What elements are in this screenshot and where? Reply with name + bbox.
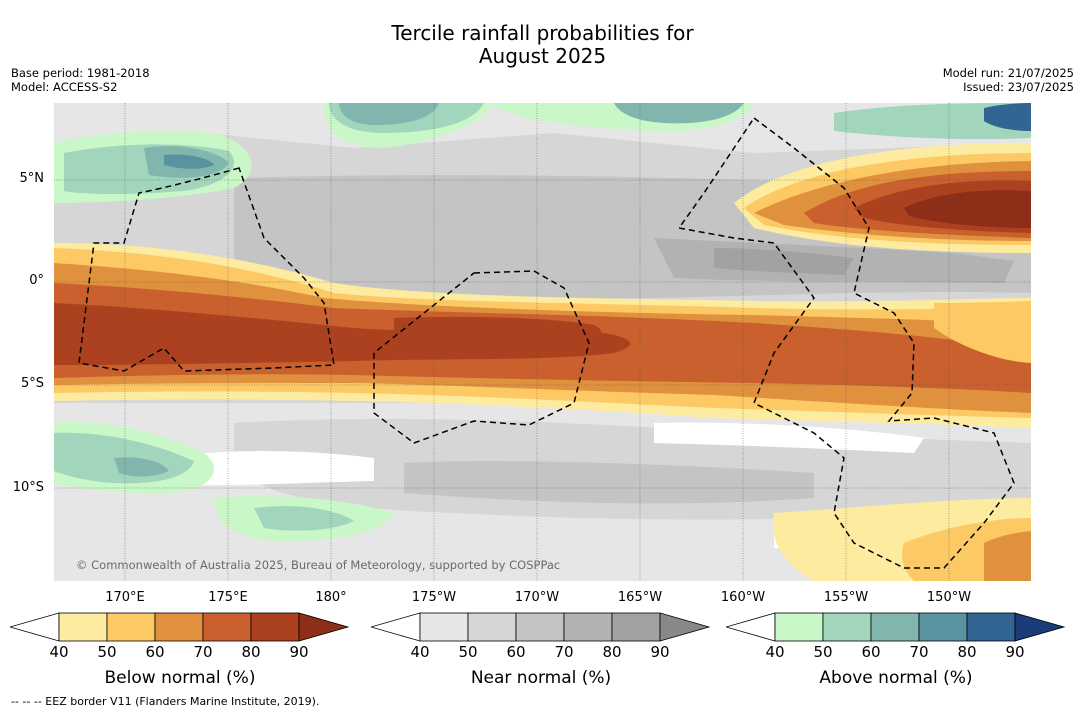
- near-tick-70: 70: [554, 643, 574, 661]
- near-normal-title: Near normal (%): [470, 668, 612, 688]
- above-tick-40: 40: [765, 643, 785, 661]
- lat-label-0: 0°: [29, 273, 44, 288]
- near-tick-40: 40: [410, 643, 430, 661]
- map-title: Tercile rainfall probabilities for Augus…: [0, 22, 1085, 68]
- below-normal-ne-90: [904, 190, 1031, 228]
- rainfall-map: © Commonwealth of Australia 2025, Bureau…: [54, 103, 1031, 581]
- lon-label-150w: 150°W: [926, 590, 972, 605]
- run-info: Model run: 21/07/2025 Issued: 23/07/2025: [943, 66, 1074, 94]
- lon-label-155w: 155°W: [823, 590, 869, 605]
- lon-label-170e: 170°E: [105, 590, 145, 605]
- lon-label-160w: 160°W: [720, 590, 766, 605]
- below-normal-title: Below normal (%): [104, 668, 256, 688]
- colorbar-near: [371, 612, 711, 642]
- model-run: Model run: 21/07/2025: [942, 66, 1074, 80]
- graticule: [54, 103, 1031, 581]
- below-tick-90: 90: [289, 643, 309, 661]
- model-name: Model: ACCESS-S2: [11, 80, 118, 94]
- lon-label-175e: 175°E: [208, 590, 248, 605]
- above-normal-s-50: [254, 506, 354, 531]
- lon-label-170w: 170°W: [514, 590, 560, 605]
- below-tick-40: 40: [49, 643, 69, 661]
- above-tick-70: 70: [909, 643, 929, 661]
- base-period: Base period: 1981-2018: [11, 66, 150, 80]
- eez-legend: -- -- -- EEZ border V11 (Flanders Marine…: [11, 695, 320, 708]
- lon-label-165w: 165°W: [617, 590, 663, 605]
- near-normal-40-region: [54, 103, 1031, 158]
- below-normal-se-60: [984, 531, 1031, 581]
- lat-label-10s: 10°S: [12, 480, 44, 495]
- lon-label-175w: 175°W: [411, 590, 457, 605]
- above-normal-sw-60: [114, 457, 169, 477]
- above-normal-title: Above normal (%): [819, 668, 973, 688]
- above-normal-nw-70: [164, 154, 214, 169]
- above-normal-north-60: [339, 103, 439, 125]
- above-normal-north2-60: [614, 103, 744, 124]
- below-tick-80: 80: [241, 643, 261, 661]
- lat-label-5s: 5°S: [20, 376, 44, 391]
- above-normal-ne: [834, 103, 1031, 140]
- lat-label-5n: 5°N: [19, 171, 45, 186]
- below-tick-70: 70: [193, 643, 213, 661]
- lon-label-180: 180°: [315, 590, 347, 605]
- above-tick-80: 80: [957, 643, 977, 661]
- below-tick-60: 60: [145, 643, 165, 661]
- copyright-text: © Commonwealth of Australia 2025, Bureau…: [76, 558, 560, 572]
- near-normal-80-patch: [714, 248, 854, 275]
- above-tick-60: 60: [861, 643, 881, 661]
- model-info: Base period: 1981-2018 Model: ACCESS-S2: [11, 66, 150, 94]
- near-normal-60-south: [404, 461, 814, 504]
- below-normal-band-80b: [394, 316, 602, 352]
- above-tick-90: 90: [1005, 643, 1025, 661]
- title-line-2: August 2025: [478, 44, 607, 68]
- title-line-1: Tercile rainfall probabilities for: [391, 21, 694, 45]
- above-normal-ne-70: [984, 103, 1031, 131]
- below-normal-e-40: [934, 301, 1031, 363]
- eez-border: [78, 116, 1015, 569]
- near-tick-80: 80: [602, 643, 622, 661]
- near-tick-50: 50: [458, 643, 478, 661]
- issued-date: Issued: 23/07/2025: [963, 80, 1074, 94]
- above-tick-50: 50: [813, 643, 833, 661]
- colorbar-above: [726, 612, 1066, 642]
- below-tick-50: 50: [97, 643, 117, 661]
- near-tick-60: 60: [506, 643, 526, 661]
- white-gap-2: [654, 422, 924, 453]
- near-tick-90: 90: [650, 643, 670, 661]
- colorbar-below: [10, 612, 350, 642]
